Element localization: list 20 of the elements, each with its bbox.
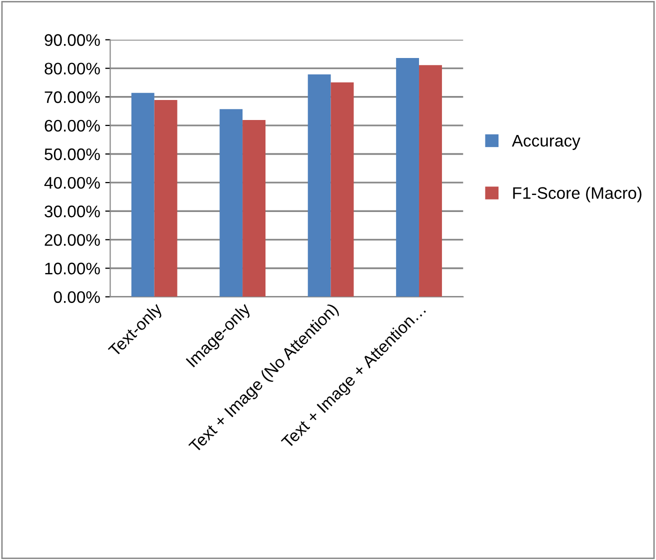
y-tick-label: 80.00% xyxy=(44,62,100,75)
bar xyxy=(242,120,266,297)
y-tick-label: 40.00% xyxy=(44,176,100,189)
bar xyxy=(308,74,331,297)
bar xyxy=(419,65,442,297)
legend-label: F1-Score (Macro) xyxy=(513,186,642,202)
bar xyxy=(131,92,154,297)
legend-label: Accuracy xyxy=(512,135,580,150)
y-tick-label: 0.00% xyxy=(54,291,100,304)
bar xyxy=(220,109,243,297)
y-tick-label: 30.00% xyxy=(44,206,100,218)
bar xyxy=(330,82,354,297)
y-tick-label: 10.00% xyxy=(45,262,100,274)
bar xyxy=(396,58,420,297)
y-tick-label: 70.00% xyxy=(44,91,100,104)
y-tick-label: 90.00% xyxy=(44,34,100,46)
bar xyxy=(154,100,178,297)
y-tick-label: 20.00% xyxy=(44,234,100,246)
y-tick-label: 60.00% xyxy=(44,120,100,132)
y-tick-label: 50.00% xyxy=(44,148,100,160)
